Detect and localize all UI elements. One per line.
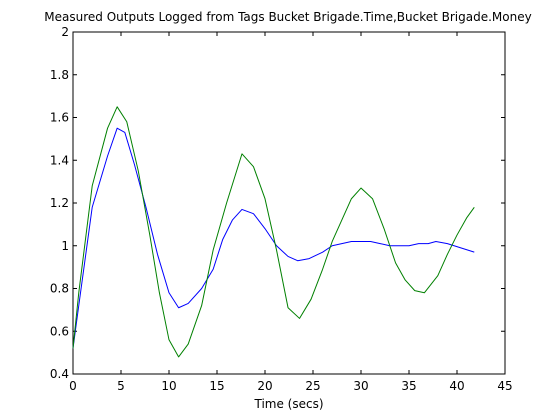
x-tick-label: 25 [305, 379, 320, 393]
y-tick-label: 1.8 [50, 68, 69, 82]
x-tick-label: 10 [161, 379, 176, 393]
x-tick-label: 20 [257, 379, 272, 393]
x-axis-label: Time (secs) [253, 397, 323, 411]
y-tick-label: 0.8 [50, 282, 69, 296]
series-group [72, 106, 475, 358]
y-tick-label: 1.6 [50, 111, 69, 125]
y-axis-ticks: 0.4 0.6 0.8 1 1.2 1.4 1.6 1.8 2 [50, 25, 505, 381]
x-tick-label: 35 [401, 379, 416, 393]
y-tick-label: 1.2 [50, 196, 69, 210]
plot-area: 0 5 10 15 20 25 30 35 40 45 0.4 0.6 0.8 1 1.2 1.4 1.6 1.… [50, 25, 513, 393]
x-tick-label: 45 [497, 379, 512, 393]
y-tick-label: 0.4 [50, 367, 69, 381]
x-tick-label: 40 [449, 379, 464, 393]
x-tick-label: 5 [117, 379, 125, 393]
series-line-2 [72, 106, 475, 358]
series-line-1 [72, 127, 475, 349]
x-tick-label: 0 [69, 379, 77, 393]
y-tick-label: 1 [61, 239, 69, 253]
y-tick-label: 0.6 [50, 324, 69, 338]
chart-title: Measured Outputs Logged from Tags Bucket… [44, 10, 531, 24]
y-tick-label: 1.4 [50, 153, 69, 167]
y-tick-label: 2 [61, 25, 69, 39]
x-tick-label: 15 [209, 379, 224, 393]
x-tick-label: 30 [353, 379, 368, 393]
x-axis-ticks: 0 5 10 15 20 25 30 35 40 45 [69, 32, 513, 393]
